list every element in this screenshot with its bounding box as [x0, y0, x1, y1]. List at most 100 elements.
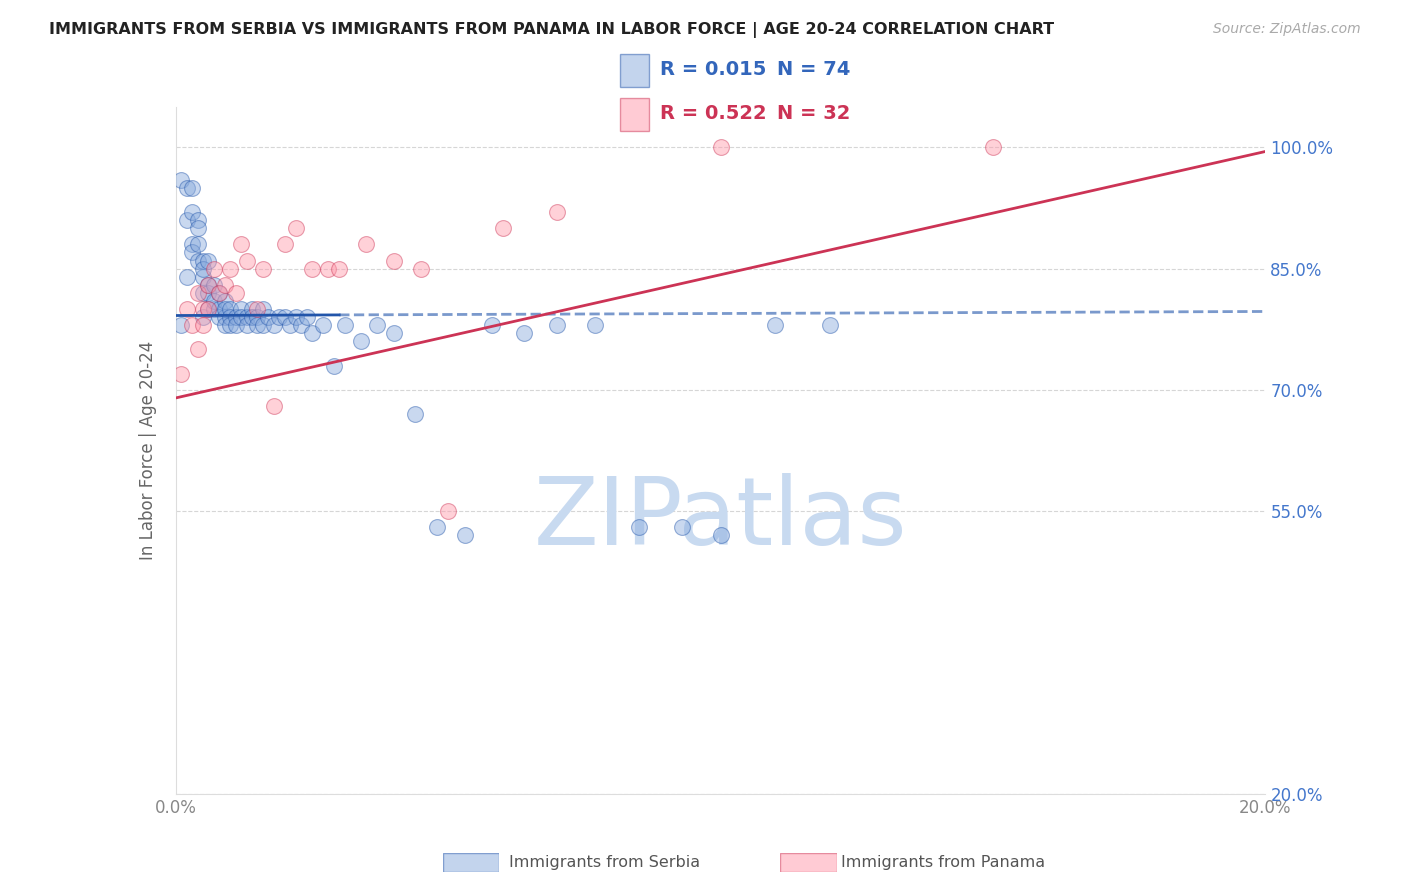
Point: [627, 520, 650, 534]
FancyBboxPatch shape: [443, 853, 499, 872]
Point: [219, 301, 242, 316]
Point: [763, 318, 786, 333]
Text: R = 0.522: R = 0.522: [659, 104, 766, 123]
Point: [225, 310, 247, 325]
Point: [181, 237, 204, 252]
Point: [274, 237, 297, 252]
Point: [219, 261, 242, 276]
Point: [382, 253, 405, 268]
Point: [240, 310, 263, 325]
Point: [513, 326, 536, 341]
Point: [202, 277, 225, 292]
Point: [225, 318, 247, 333]
Point: [405, 407, 427, 421]
Text: ZIPatlas: ZIPatlas: [534, 473, 907, 566]
Point: [176, 301, 198, 316]
Point: [186, 285, 209, 300]
Point: [235, 253, 257, 268]
Point: [235, 318, 257, 333]
Point: [263, 318, 285, 333]
Point: [202, 301, 225, 316]
Point: [170, 367, 193, 381]
Point: [301, 326, 323, 341]
Point: [186, 343, 209, 357]
Point: [274, 310, 297, 325]
Point: [219, 318, 242, 333]
Point: [176, 181, 198, 195]
Point: [231, 301, 253, 316]
Point: [284, 310, 307, 325]
Point: [208, 285, 231, 300]
Point: [197, 277, 219, 292]
Point: [269, 310, 291, 325]
Point: [240, 301, 263, 316]
Point: [252, 301, 274, 316]
Point: [426, 520, 449, 534]
Point: [818, 318, 841, 333]
Text: Immigrants from Panama: Immigrants from Panama: [841, 855, 1045, 870]
Text: R = 0.015: R = 0.015: [659, 61, 766, 79]
Point: [284, 221, 307, 235]
Point: [437, 504, 460, 518]
FancyBboxPatch shape: [620, 54, 650, 87]
Point: [257, 310, 280, 325]
Point: [191, 285, 214, 300]
Point: [312, 318, 335, 333]
Point: [186, 237, 209, 252]
Y-axis label: In Labor Force | Age 20-24: In Labor Force | Age 20-24: [139, 341, 157, 560]
Point: [246, 318, 269, 333]
Point: [252, 318, 274, 333]
Point: [186, 253, 209, 268]
Point: [197, 301, 219, 316]
Point: [382, 326, 405, 341]
Point: [246, 310, 269, 325]
Point: [197, 301, 219, 316]
Point: [219, 310, 242, 325]
Point: [546, 205, 568, 219]
Point: [350, 334, 373, 349]
Point: [202, 293, 225, 308]
Point: [246, 301, 269, 316]
Point: [191, 318, 214, 333]
Point: [197, 277, 219, 292]
Point: [252, 261, 274, 276]
Point: [546, 318, 568, 333]
Point: [191, 301, 214, 316]
Point: [197, 253, 219, 268]
Point: [191, 269, 214, 284]
Point: [356, 237, 378, 252]
Text: Immigrants from Serbia: Immigrants from Serbia: [509, 855, 700, 870]
Point: [170, 173, 193, 187]
Point: [710, 140, 733, 154]
Point: [366, 318, 388, 333]
Point: [290, 318, 312, 333]
Point: [208, 310, 231, 325]
Point: [492, 221, 515, 235]
Point: [208, 285, 231, 300]
Point: [295, 310, 318, 325]
Point: [333, 318, 356, 333]
Point: [208, 301, 231, 316]
Point: [453, 528, 475, 542]
Point: [191, 310, 214, 325]
Point: [322, 359, 344, 373]
Point: [181, 181, 204, 195]
Text: N = 32: N = 32: [778, 104, 851, 123]
Point: [214, 318, 236, 333]
Point: [181, 318, 204, 333]
Point: [235, 310, 257, 325]
Point: [170, 318, 193, 333]
Point: [202, 261, 225, 276]
Point: [301, 261, 323, 276]
FancyBboxPatch shape: [780, 853, 837, 872]
Point: [181, 205, 204, 219]
Text: N = 74: N = 74: [778, 61, 851, 79]
Point: [278, 318, 301, 333]
Point: [225, 285, 247, 300]
Point: [176, 213, 198, 227]
Point: [186, 213, 209, 227]
Point: [583, 318, 606, 333]
Point: [710, 528, 733, 542]
Point: [214, 310, 236, 325]
Point: [481, 318, 503, 333]
